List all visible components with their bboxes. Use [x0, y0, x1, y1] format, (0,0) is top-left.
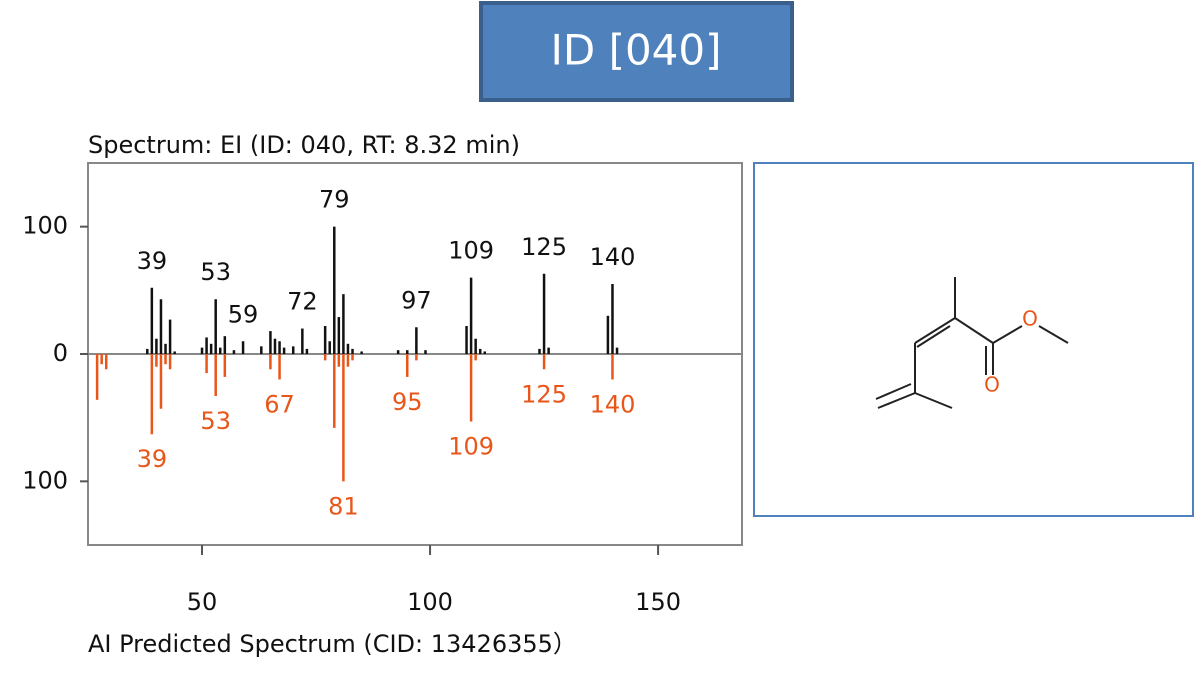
y-tick-label: 0 — [53, 339, 68, 367]
peak-label: 140 — [590, 243, 636, 271]
atom-label: O — [1022, 307, 1038, 331]
x-tick-label: 50 — [187, 588, 218, 616]
peak-label: 79 — [319, 186, 350, 214]
peak-label: 81 — [328, 492, 359, 520]
peak-label: 53 — [200, 407, 231, 435]
peak-label: 67 — [264, 390, 295, 418]
x-tick-label: 100 — [407, 588, 453, 616]
molecule — [875, 277, 1069, 409]
peak-label: 59 — [228, 300, 259, 328]
peak-label: 109 — [448, 432, 494, 460]
peak-label: 95 — [392, 388, 423, 416]
spectrum-label: Spectrum: EI (ID: 040, RT: 8.32 min) — [88, 131, 520, 159]
peak-label: 125 — [521, 380, 567, 408]
title-box — [479, 1, 794, 102]
peak-label: 39 — [137, 445, 168, 473]
y-tick-label: 100 — [22, 212, 68, 240]
peak-label: 125 — [521, 233, 567, 261]
peak-label: 97 — [401, 286, 432, 314]
peak-label: 72 — [287, 288, 318, 316]
structure-box — [753, 162, 1194, 517]
peak-label: 140 — [590, 390, 636, 418]
peak-label: 53 — [200, 258, 231, 286]
predicted-label: AI Predicted Spectrum (CID: 13426355） — [88, 630, 577, 658]
peak-label: 39 — [137, 247, 168, 275]
atom-label: O — [984, 373, 1000, 397]
peak-label: 109 — [448, 237, 494, 265]
x-tick-label: 150 — [635, 588, 681, 616]
y-tick-label: 100 — [22, 466, 68, 494]
title: ID [040] — [550, 26, 721, 75]
